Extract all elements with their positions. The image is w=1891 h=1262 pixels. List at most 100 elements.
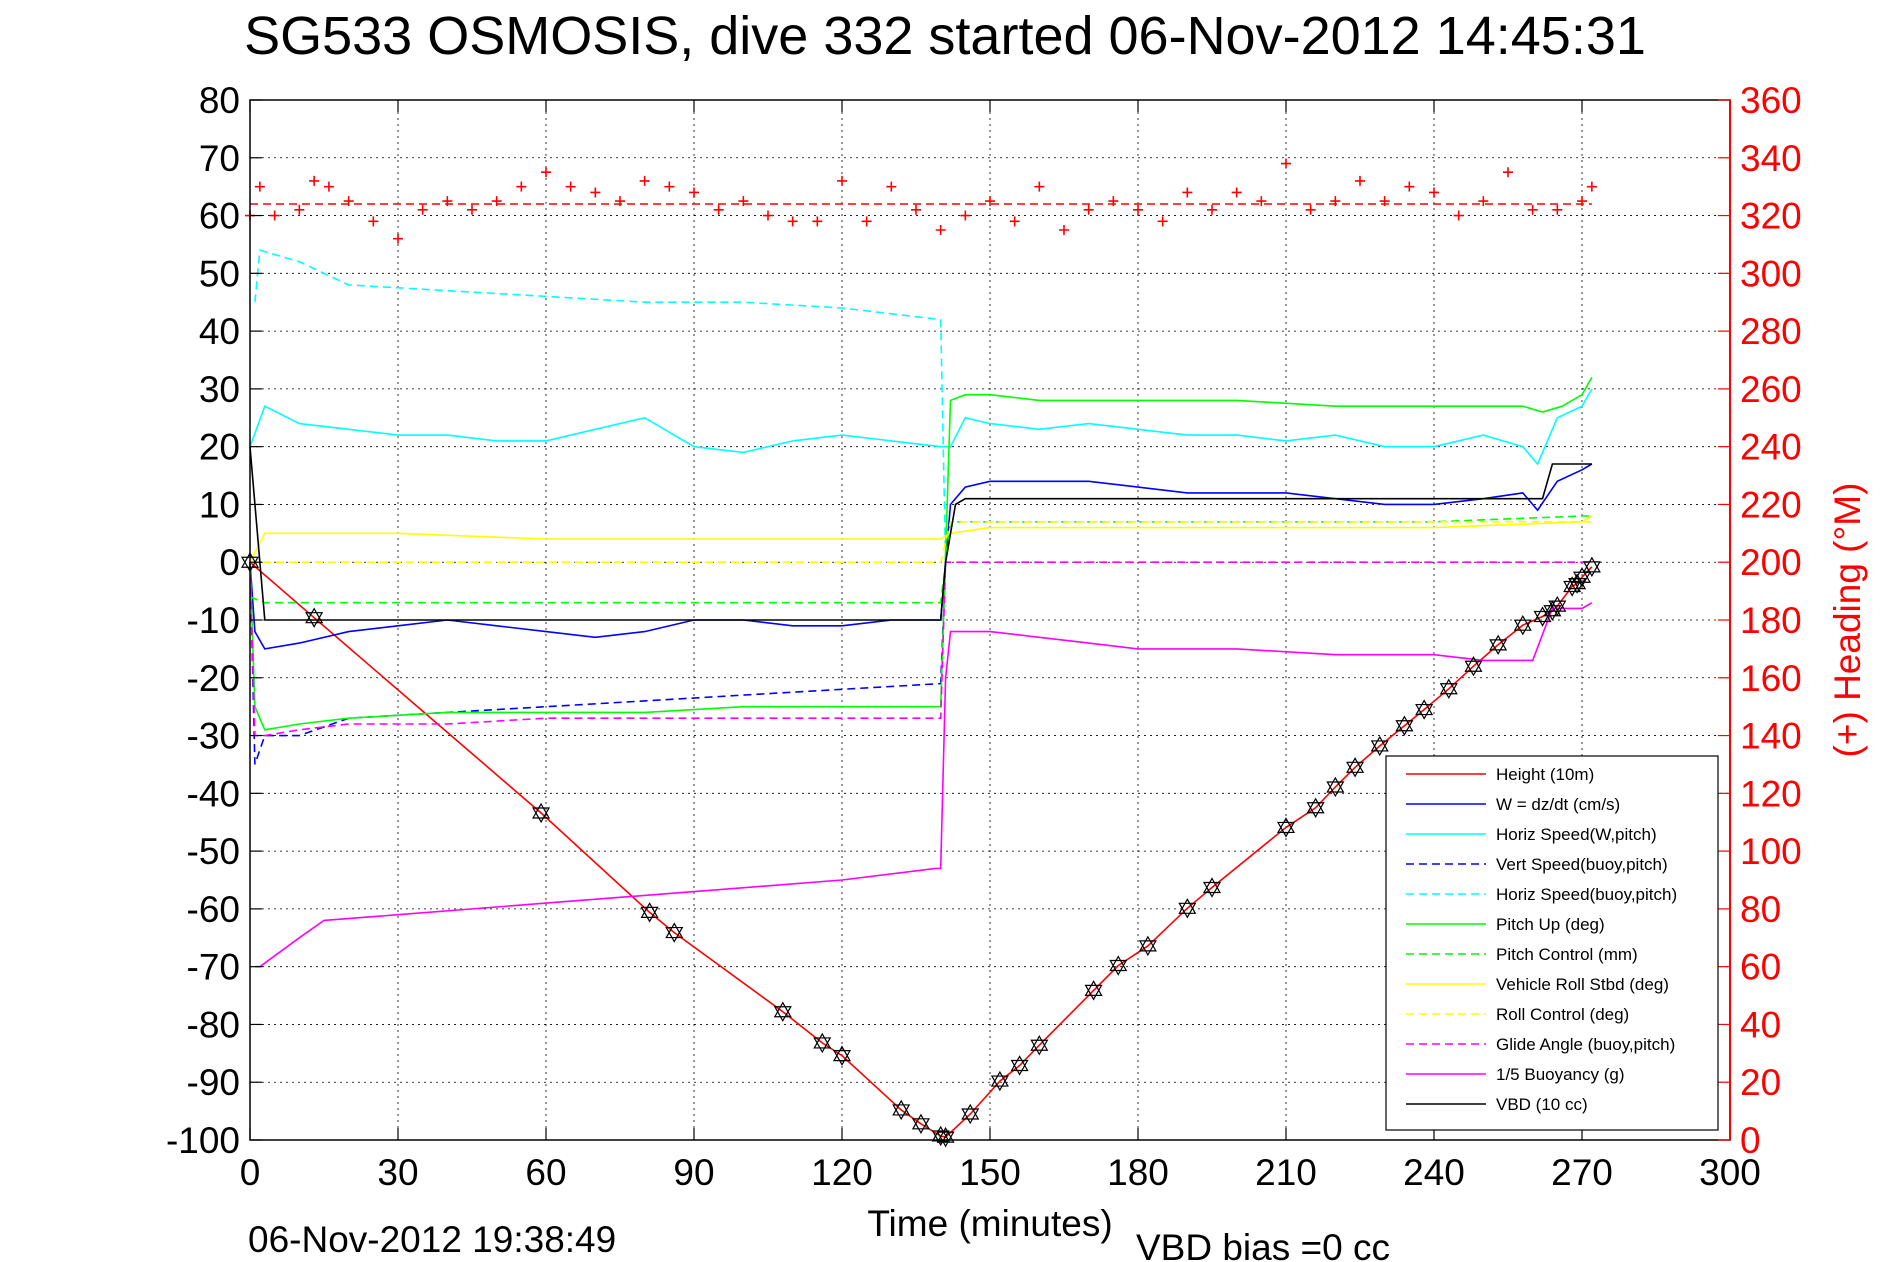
heading-marker (269, 210, 280, 221)
depth-marker (1326, 776, 1345, 798)
heading-marker (254, 181, 265, 192)
right-tick-label: 20 (1740, 1062, 1781, 1103)
y-tick-label: 50 (199, 253, 240, 294)
depth-marker (1178, 898, 1197, 919)
right-tick-label: 0 (1740, 1120, 1761, 1161)
x-tick-label: 30 (377, 1152, 418, 1193)
right-tick-label: 320 (1740, 196, 1802, 237)
y-tick-label: -40 (187, 773, 240, 814)
heading-marker (417, 204, 428, 215)
heading-marker (713, 204, 724, 215)
heading-marker (1182, 187, 1193, 198)
depth-marker (931, 1125, 950, 1147)
depth-marker (665, 922, 684, 943)
heading-marker (1478, 196, 1489, 207)
heading-marker (763, 210, 773, 221)
depth-marker (773, 1001, 792, 1022)
right-tick-label: 120 (1740, 773, 1802, 814)
series-layer (245, 158, 1597, 1138)
depth-marker (832, 1045, 852, 1066)
right-tick-label: 160 (1740, 658, 1802, 699)
heading-marker (1281, 158, 1291, 169)
legend-label: 1/5 Buoyancy (g) (1496, 1065, 1625, 1084)
depth-marker (640, 902, 659, 923)
x-tick-label: 210 (1255, 1152, 1317, 1193)
vbd-bias-footer: VBD bias =0 cc (1136, 1227, 1390, 1262)
heading-marker (738, 196, 749, 207)
legend-label: W = dz/dt (cm/s) (1496, 795, 1620, 814)
right-tick-label: 180 (1740, 600, 1802, 641)
y-tick-label: -10 (187, 600, 240, 641)
right-tick-label: 140 (1740, 716, 1802, 757)
depth-marker (990, 1070, 1009, 1092)
x-tick-label: 240 (1403, 1152, 1465, 1193)
series-line-10 (254, 602, 1593, 968)
heading-marker (787, 216, 798, 227)
legend: Height (10m) W = dz/dt (cm/s) Horiz Speed(… (1385, 755, 1719, 1131)
heading-marker (639, 175, 650, 186)
heading-marker (689, 187, 699, 198)
y-tick-label: -70 (187, 947, 240, 988)
depth-marker (911, 1113, 930, 1135)
x-axis-label: Time (minutes) (867, 1203, 1112, 1244)
depth-marker (813, 1032, 832, 1054)
y-tick-label: -50 (187, 831, 240, 872)
heading-marker (1157, 216, 1168, 227)
heading-marker (1133, 204, 1143, 215)
heading-marker (1207, 204, 1217, 215)
chart-title: SG533 OSMOSIS, dive 332 started 06-Nov-2… (244, 6, 1646, 66)
heading-marker (1305, 204, 1316, 215)
legend-label: Vehicle Roll Stbd (deg) (1496, 975, 1669, 994)
depth-marker (1489, 634, 1508, 656)
heading-marker (1429, 187, 1439, 198)
heading-marker (393, 233, 403, 244)
heading-marker (491, 196, 502, 207)
x-tick-label: 270 (1551, 1152, 1613, 1193)
series-line-9 (249, 561, 1592, 737)
depth-marker (936, 1126, 955, 1148)
depth-marker (892, 1099, 911, 1121)
heading-marker (664, 181, 675, 192)
heading-marker (1503, 167, 1513, 178)
timestamp-footer: 06-Nov-2012 19:38:49 (248, 1219, 616, 1260)
depth-marker (1306, 797, 1325, 818)
depth-marker (1202, 877, 1222, 898)
depth-marker (1513, 614, 1532, 636)
heading-marker (886, 181, 897, 192)
heading-marker (541, 167, 551, 178)
depth-marker (305, 607, 324, 628)
y-tick-label: 0 (219, 542, 240, 583)
heading-marker (812, 216, 823, 227)
y-tick-label: 20 (199, 427, 240, 468)
depth-marker (532, 802, 551, 824)
heading-marker (985, 196, 995, 207)
heading-marker (368, 216, 379, 227)
depth-marker (1084, 980, 1103, 1001)
series-line-2 (249, 388, 1593, 466)
axis-ticks: 0 30 60 90 120 150 180 210 240 270 300807060504030… (166, 80, 1802, 1193)
heading-marker (1034, 181, 1045, 192)
depth-marker (1010, 1055, 1029, 1076)
right-tick-label: 80 (1740, 889, 1781, 930)
y-tick-label: -80 (187, 1004, 240, 1045)
legend-label: Vert Speed(buoy,pitch) (1496, 855, 1668, 874)
depth-marker (1572, 567, 1592, 588)
legend-label: Horiz Speed(W,pitch) (1496, 825, 1657, 844)
heading-marker (861, 216, 872, 227)
heading-marker (294, 204, 305, 215)
y-tick-label: 70 (199, 138, 240, 179)
depth-marker (1276, 817, 1296, 838)
y-tick-label: -30 (187, 716, 240, 757)
right-tick-label: 200 (1740, 542, 1802, 583)
legend-label: Horiz Speed(buoy,pitch) (1496, 885, 1677, 904)
depth-marker (1109, 955, 1128, 976)
heading-marker (1355, 175, 1365, 186)
y-tick-label: 80 (199, 80, 240, 121)
heading-marker (837, 175, 847, 186)
heading-marker (590, 187, 601, 198)
depth-marker (1370, 735, 1389, 757)
legend-label: Pitch Up (deg) (1496, 915, 1605, 934)
heading-marker (1552, 204, 1563, 215)
x-tick-label: 0 (240, 1152, 261, 1193)
